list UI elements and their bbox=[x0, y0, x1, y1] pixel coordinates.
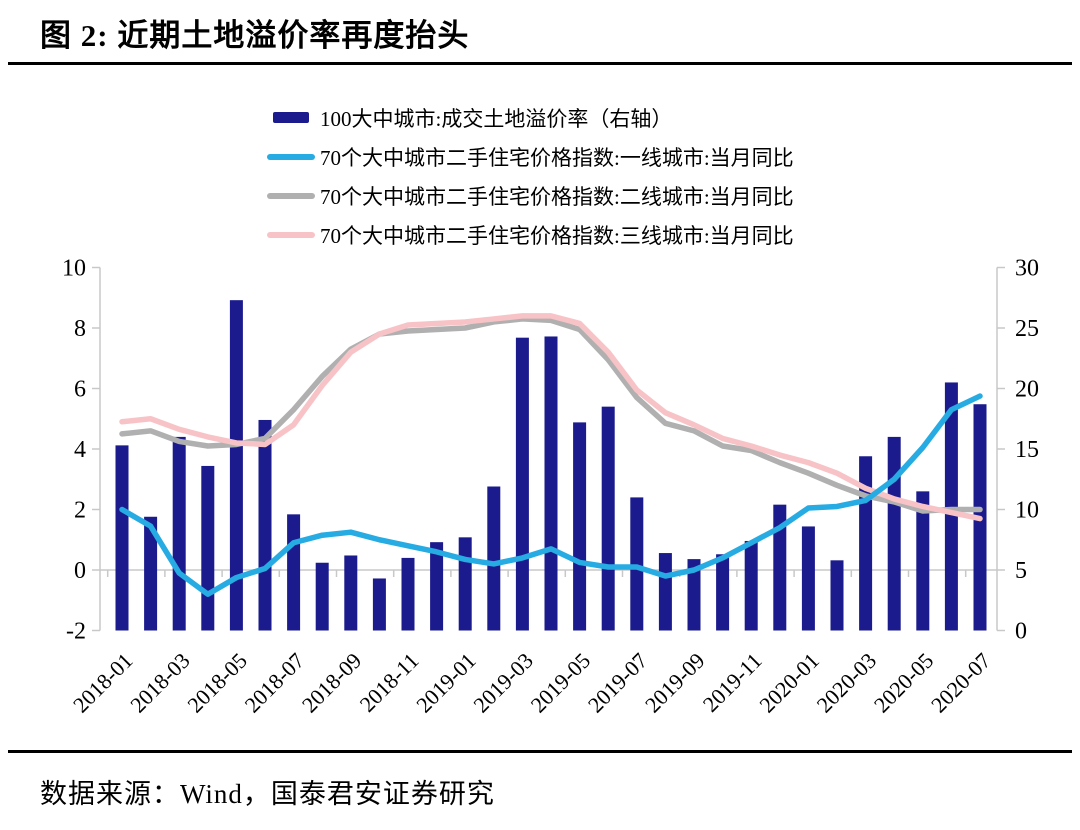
x-axis-label: 2019-09 bbox=[640, 648, 710, 718]
x-axis-label: 2018-11 bbox=[355, 648, 424, 717]
x-axis-label: 2020-07 bbox=[926, 648, 996, 718]
right-axis-label: 20 bbox=[1015, 377, 1039, 403]
bar bbox=[658, 553, 672, 631]
x-axis-label: 2019-05 bbox=[526, 648, 596, 718]
bar bbox=[229, 300, 243, 631]
x-axis-label: 2019-01 bbox=[411, 648, 481, 718]
bar bbox=[515, 337, 529, 631]
legend-item-label: 100大中城市:成交土地溢价率（右轴） bbox=[320, 106, 673, 131]
legend-item: 100大中城市:成交土地溢价率（右轴） bbox=[266, 98, 794, 137]
x-axis-label: 2019-03 bbox=[468, 648, 538, 718]
bar bbox=[687, 559, 701, 631]
bar bbox=[544, 336, 558, 631]
bar bbox=[401, 557, 415, 631]
x-axis-label: 2019-11 bbox=[698, 648, 767, 717]
bar bbox=[144, 516, 158, 631]
bar bbox=[744, 540, 758, 631]
bar bbox=[344, 555, 358, 631]
bar bbox=[172, 436, 186, 631]
bar bbox=[430, 542, 444, 631]
legend-item: 70个大中城市二手住宅价格指数:三线城市:当月同比 bbox=[266, 215, 794, 254]
right-axis-label: 15 bbox=[1015, 437, 1039, 463]
legend-bar-swatch bbox=[266, 112, 316, 123]
x-axis-label: 2018-07 bbox=[240, 648, 310, 718]
bar bbox=[773, 504, 787, 631]
bar bbox=[458, 537, 472, 631]
x-axis-label: 2018-09 bbox=[297, 648, 367, 718]
data-source-note: 数据来源：Wind，国泰君安证券研究 bbox=[40, 779, 495, 809]
bar bbox=[487, 486, 501, 631]
bar bbox=[115, 445, 129, 631]
left-axis-label: 4 bbox=[74, 437, 86, 463]
legend-item-label: 70个大中城市二手住宅价格指数:一线城市:当月同比 bbox=[320, 145, 794, 170]
x-axis-label: 2018-03 bbox=[125, 648, 195, 718]
footer-divider-line bbox=[8, 750, 1072, 753]
x-axis-label: 2020-01 bbox=[754, 648, 824, 718]
bar bbox=[601, 406, 615, 631]
line-series bbox=[119, 316, 983, 514]
x-axis-label: 2020-05 bbox=[869, 648, 939, 718]
legend-item-label: 70个大中城市二手住宅价格指数:二线城市:当月同比 bbox=[320, 184, 794, 209]
right-axis-label: 25 bbox=[1015, 316, 1039, 342]
left-axis-label: 10 bbox=[62, 256, 86, 282]
bar bbox=[630, 497, 644, 631]
bar bbox=[201, 465, 215, 631]
bar bbox=[801, 526, 815, 631]
bar bbox=[944, 382, 958, 631]
left-axis-label: 8 bbox=[74, 316, 86, 342]
bar bbox=[830, 560, 844, 631]
title-divider-line bbox=[8, 62, 1072, 65]
bar bbox=[258, 419, 272, 631]
right-axis-label: 5 bbox=[1015, 558, 1027, 584]
line-series bbox=[119, 393, 983, 597]
legend-line-swatch bbox=[266, 231, 316, 238]
legend-line-swatch bbox=[266, 192, 316, 199]
bar bbox=[887, 436, 901, 631]
line-series bbox=[119, 313, 983, 522]
bar bbox=[287, 514, 301, 631]
legend-line-swatch bbox=[266, 153, 316, 160]
legend-item: 70个大中城市二手住宅价格指数:二线城市:当月同比 bbox=[266, 176, 794, 215]
bar bbox=[716, 554, 730, 631]
bar bbox=[916, 491, 930, 631]
legend-item-label: 70个大中城市二手住宅价格指数:三线城市:当月同比 bbox=[320, 223, 794, 248]
right-axis-label: 0 bbox=[1015, 619, 1027, 645]
right-axis-label: 30 bbox=[1015, 256, 1039, 282]
x-axis-label: 2018-05 bbox=[182, 648, 252, 718]
left-axis-label: 0 bbox=[74, 558, 86, 584]
left-axis-label: -2 bbox=[66, 619, 86, 645]
bar bbox=[573, 422, 587, 631]
chart-legend: 100大中城市:成交土地溢价率（右轴） 70个大中城市二手住宅价格指数:一线城市:… bbox=[266, 98, 794, 254]
legend-item: 70个大中城市二手住宅价格指数:一线城市:当月同比 bbox=[266, 137, 794, 176]
x-axis-label: 2020-03 bbox=[812, 648, 882, 718]
right-axis-label: 10 bbox=[1015, 498, 1039, 524]
left-axis-label: 6 bbox=[74, 377, 86, 403]
bar bbox=[372, 578, 386, 631]
left-axis-label: 2 bbox=[74, 498, 86, 524]
x-axis-label: 2018-01 bbox=[68, 648, 138, 718]
bar bbox=[859, 456, 873, 631]
figure-title: 图 2: 近期土地溢价率再度抬头 bbox=[40, 18, 470, 53]
bar bbox=[315, 562, 329, 631]
x-axis-label: 2019-07 bbox=[583, 648, 653, 718]
